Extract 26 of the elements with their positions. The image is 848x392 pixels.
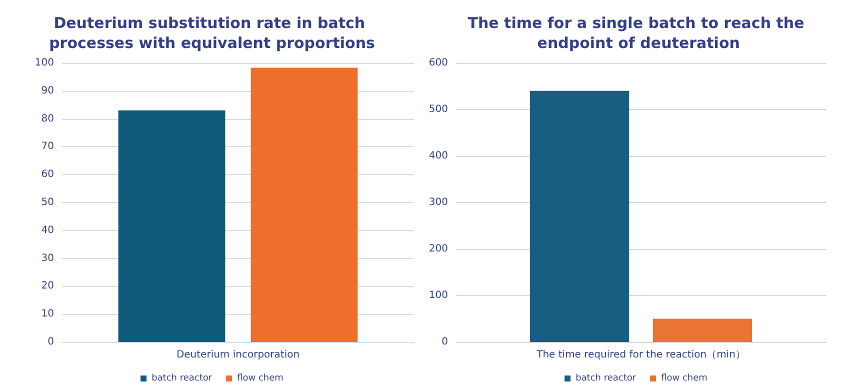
y-tick-label: 600: [428, 58, 448, 68]
y-tick-label: 60: [41, 169, 54, 180]
y-tick-label: 20: [41, 280, 54, 292]
y-tick-label: 10: [41, 308, 54, 320]
y-tick-label: 400: [428, 150, 448, 162]
y-tick-label: 30: [41, 252, 54, 264]
x-tick-label: Deuterium incorporation: [176, 350, 300, 360]
y-tick-label: 90: [41, 85, 54, 96]
y-tick-label: 50: [41, 197, 54, 208]
y-tick-label: 500: [428, 104, 448, 115]
y-tick-label: 0: [48, 336, 54, 348]
y-tick-label: 40: [41, 224, 54, 236]
legend-label: flow chem: [237, 374, 284, 384]
y-tick-label: 0: [442, 336, 448, 348]
y-tick-label: 200: [428, 244, 448, 254]
y-tick-label: 300: [428, 197, 448, 208]
y-tick-label: 70: [41, 141, 54, 152]
chart-title: The time for a single batch to reach the endpoint of deuteration: [468, 14, 804, 52]
y-tick-label: 100: [428, 290, 448, 301]
legend-label: flow chem: [661, 374, 708, 384]
legend-label: batch reactor: [152, 374, 212, 384]
legend-label: batch reactor: [576, 374, 636, 384]
y-tick-label: 100: [34, 58, 54, 68]
y-tick-label: 80: [41, 113, 54, 124]
chart-title: Deuterium substitution rate in batch processes with equivalent proportions: [49, 14, 376, 52]
x-tick-label: The time required for the reaction（min）: [536, 350, 746, 360]
